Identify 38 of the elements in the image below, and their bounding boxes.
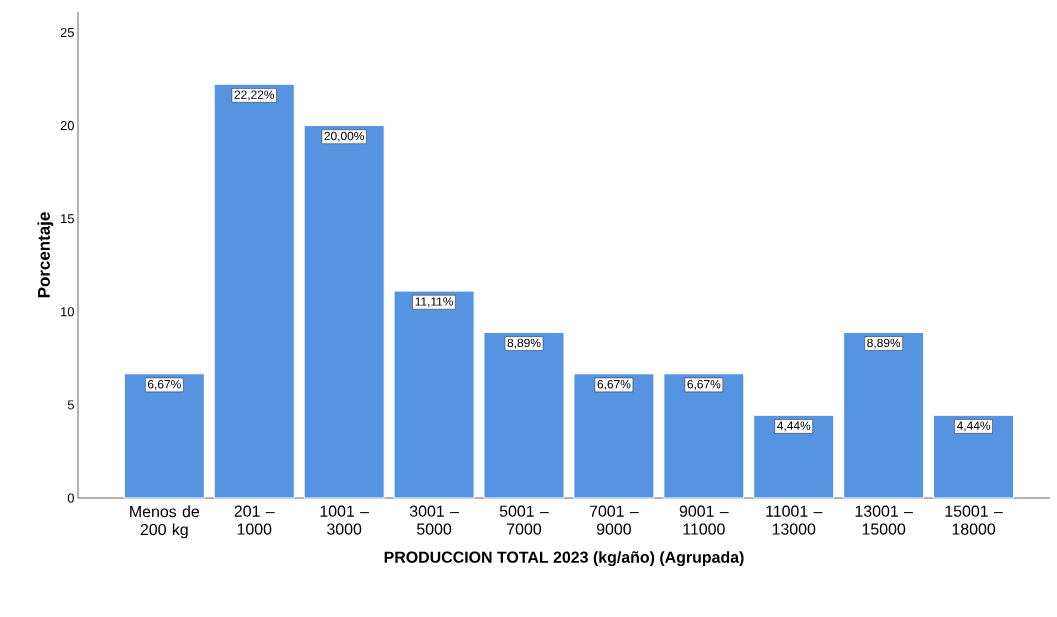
bar (483, 331, 565, 499)
bar (393, 290, 475, 499)
x-tick-label: 201 – 1000 (234, 505, 275, 535)
bar (933, 414, 1015, 499)
y-tick-label: 0 (67, 493, 74, 503)
y-tick-label: 25 (60, 27, 74, 38)
bar (123, 373, 205, 499)
x-tick-label: 15001 – 18000 (945, 505, 1003, 535)
x-tick-label: 7001 – 9000 (589, 505, 639, 535)
bar (573, 373, 655, 499)
y-tick-label: 10 (61, 307, 74, 317)
bar (753, 414, 835, 499)
bar (213, 83, 295, 499)
x-tick-label: 3001 – 5000 (409, 505, 459, 535)
data-label: 11,11% (415, 297, 454, 308)
x-tick-label: 5001 – 7000 (499, 505, 549, 535)
y-axis-title: Porcentaje (37, 212, 54, 298)
bar (303, 125, 385, 499)
bar (843, 331, 925, 499)
x-tick-label: 11001 – 13000 (766, 505, 823, 535)
x-tick-label: Menos de 200 kg (130, 505, 200, 539)
data-label: 4,44% (956, 421, 991, 432)
y-tick-label: 5 (67, 400, 74, 410)
x-tick-label: 1001 – 3000 (320, 505, 369, 535)
data-label: 6,67% (147, 379, 181, 390)
data-label: 8,89% (507, 338, 541, 349)
data-label: 6,67% (687, 379, 721, 390)
data-label: 4,44% (777, 421, 811, 432)
y-tick-label: 15 (61, 214, 74, 224)
data-label: 6,67% (597, 379, 631, 390)
x-tick-label: 9001 – 11000 (679, 505, 729, 535)
bar (663, 373, 745, 499)
x-tick-label: 13001 – 15000 (855, 505, 913, 535)
x-axis-title: PRODUCCION TOTAL 2023 (kg/año) (Agrupada) (384, 551, 744, 567)
y-tick-label: 20 (60, 120, 74, 131)
data-label: 20,00% (324, 131, 364, 142)
data-label: 22,22% (234, 90, 275, 101)
data-label: 8,89% (867, 338, 901, 349)
